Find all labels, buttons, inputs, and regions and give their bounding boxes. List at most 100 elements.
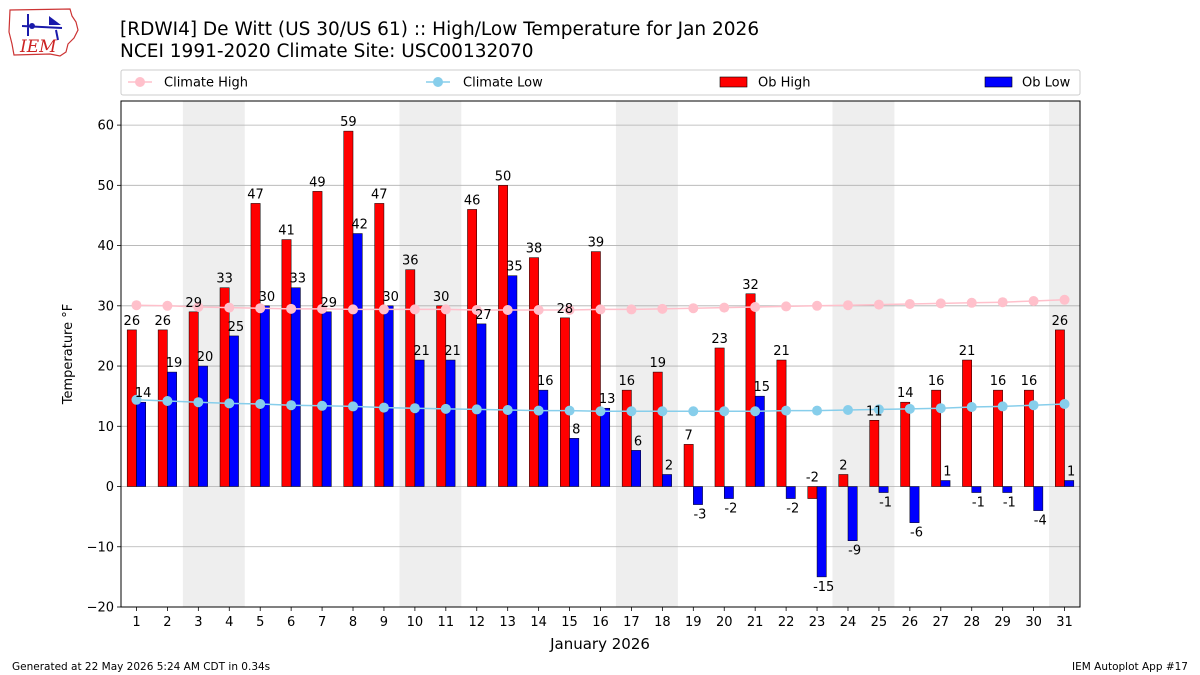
y-tick-label: −10 <box>87 540 114 555</box>
x-tick-label: 31 <box>1056 615 1073 630</box>
ob-high-bar <box>1024 389 1034 487</box>
iowa-outline-icon <box>8 8 79 57</box>
x-tick-label: 3 <box>194 615 202 630</box>
climate-high-point <box>781 301 792 312</box>
y-tick-label: −20 <box>87 601 114 616</box>
y-tick-label: 60 <box>97 119 114 134</box>
ob-high-label: 38 <box>526 242 543 257</box>
ob-low-bar <box>600 407 611 487</box>
climate-high-point <box>471 305 482 316</box>
ob-low-label: 2 <box>665 458 673 473</box>
ob-high-label: 16 <box>990 374 1007 389</box>
ob-high-label: 59 <box>340 115 357 130</box>
ob-low-label: 1 <box>943 465 951 480</box>
ob-low-label: -1 <box>972 496 985 511</box>
ob-low-bar <box>198 365 208 487</box>
ob-low-bar <box>259 305 270 487</box>
legend-climate-high-label: Climate High <box>164 76 248 91</box>
ob-high-bar <box>590 251 601 487</box>
station-dot-icon <box>29 23 35 29</box>
ob-high-label: 7 <box>685 428 693 443</box>
x-tick-label: 23 <box>809 615 826 630</box>
climate-high-point <box>440 304 451 315</box>
ob-low-label: 21 <box>413 344 430 359</box>
ob-high-label: 26 <box>124 314 141 329</box>
x-tick-label: 5 <box>256 615 264 630</box>
ob-high-label: 47 <box>247 187 264 202</box>
weather-station-icon <box>21 14 63 41</box>
climate-high-point <box>812 300 823 311</box>
climate-low-point <box>348 401 359 412</box>
climate-high-point <box>255 303 266 314</box>
ob-low-bar <box>229 335 239 487</box>
ob-low-label: 35 <box>506 260 523 275</box>
climate-low-point <box>595 406 606 417</box>
x-tick-label: 16 <box>592 615 609 630</box>
ob-high-bar <box>312 191 323 487</box>
y-tick-label: 20 <box>97 360 114 375</box>
legend-ob-high-swatch <box>719 76 748 88</box>
x-tick-label: 10 <box>407 615 424 630</box>
x-tick-label: 9 <box>380 615 388 630</box>
climate-low-point <box>842 405 853 416</box>
ob-low-label: 30 <box>382 290 399 305</box>
climate-high-point <box>502 305 513 316</box>
ob-high-label: 16 <box>1021 374 1038 389</box>
legend-climate-low-label: Climate Low <box>463 76 543 91</box>
ob-high-bar <box>931 389 942 487</box>
x-tick-label: 20 <box>716 615 733 630</box>
ob-low-label: 33 <box>290 272 307 287</box>
ob-high-label: 26 <box>154 314 171 329</box>
ob-high-label: 39 <box>588 236 605 251</box>
ob-high-label: 32 <box>742 278 759 293</box>
ob-high-bar <box>776 359 787 487</box>
ob-high-bar <box>807 486 818 499</box>
plot-frame <box>120 100 1081 608</box>
ob-low-bar <box>167 371 177 487</box>
ob-high-label: 21 <box>773 344 790 359</box>
climate-low-point <box>997 401 1008 412</box>
climate-low-point <box>935 403 946 414</box>
ob-low-label: 42 <box>351 218 368 233</box>
ob-high-bar <box>219 287 230 487</box>
ob-high-label: 47 <box>371 187 388 202</box>
ob-low-label: -2 <box>724 502 737 517</box>
ob-high-label: 16 <box>619 374 636 389</box>
weekend-band <box>615 101 678 607</box>
ob-high-label: -2 <box>806 471 819 486</box>
ob-low-label: -6 <box>910 526 923 541</box>
climate-low-point <box>719 406 730 417</box>
legend-frame <box>120 69 1081 96</box>
y-axis-label: Temperature °F <box>61 304 76 405</box>
climate-high-point <box>626 304 637 315</box>
climate-low-point <box>193 397 204 408</box>
x-tick-label: 12 <box>468 615 485 630</box>
climate-low-point <box>224 398 235 409</box>
ob-low-label: 16 <box>537 374 554 389</box>
legend-climate-high-marker <box>135 77 145 87</box>
ob-low-bar <box>723 486 734 499</box>
ob-low-label: -15 <box>813 580 834 595</box>
legend-ob-low-swatch <box>984 76 1013 88</box>
chart-title-line2: NCEI 1991-2020 Climate Site: USC00132070 <box>120 41 534 62</box>
ob-low-label: -1 <box>879 496 892 511</box>
ob-low-bar <box>1064 480 1075 487</box>
ob-low-bar <box>847 486 858 541</box>
x-tick-label: 28 <box>963 615 980 630</box>
x-tick-label: 19 <box>685 615 702 630</box>
legend-ob-high-label: Ob High <box>758 76 811 91</box>
y-tick-label: 10 <box>97 420 114 435</box>
ob-high-bar <box>405 269 416 487</box>
climate-low-point <box>378 402 389 413</box>
climate-low-point <box>688 406 699 417</box>
legend-ob-low-label: Ob Low <box>1022 76 1071 91</box>
climate-high-point <box>564 305 575 316</box>
x-axis-label: January 2026 <box>549 635 650 653</box>
ob-high-label: 49 <box>309 175 326 190</box>
ob-high-bar <box>250 203 261 487</box>
x-tick-label: 11 <box>438 615 455 630</box>
ob-low-label: 25 <box>228 320 245 335</box>
x-tick-label: 22 <box>778 615 795 630</box>
ob-low-label: 15 <box>754 380 771 395</box>
